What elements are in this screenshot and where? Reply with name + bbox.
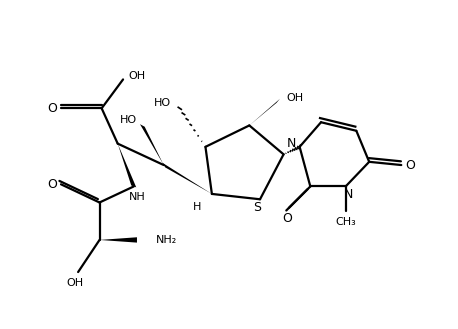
Text: HO: HO — [120, 115, 137, 125]
Text: O: O — [48, 102, 57, 115]
Polygon shape — [99, 237, 137, 242]
Text: OH: OH — [128, 71, 146, 81]
Text: NH₂: NH₂ — [156, 235, 178, 245]
Text: HO: HO — [154, 98, 171, 108]
Text: S: S — [253, 201, 261, 214]
Text: N: N — [286, 137, 296, 150]
Text: OH: OH — [287, 93, 304, 103]
Polygon shape — [249, 99, 280, 125]
Text: O: O — [48, 178, 57, 191]
Polygon shape — [118, 144, 136, 188]
Text: H: H — [193, 202, 201, 212]
Text: OH: OH — [66, 278, 83, 288]
Text: CH₃: CH₃ — [335, 217, 356, 227]
Polygon shape — [140, 124, 164, 165]
Text: NH: NH — [129, 192, 145, 202]
Text: N: N — [344, 189, 354, 201]
Text: O: O — [405, 159, 415, 171]
Text: O: O — [282, 212, 292, 225]
Polygon shape — [162, 163, 212, 194]
